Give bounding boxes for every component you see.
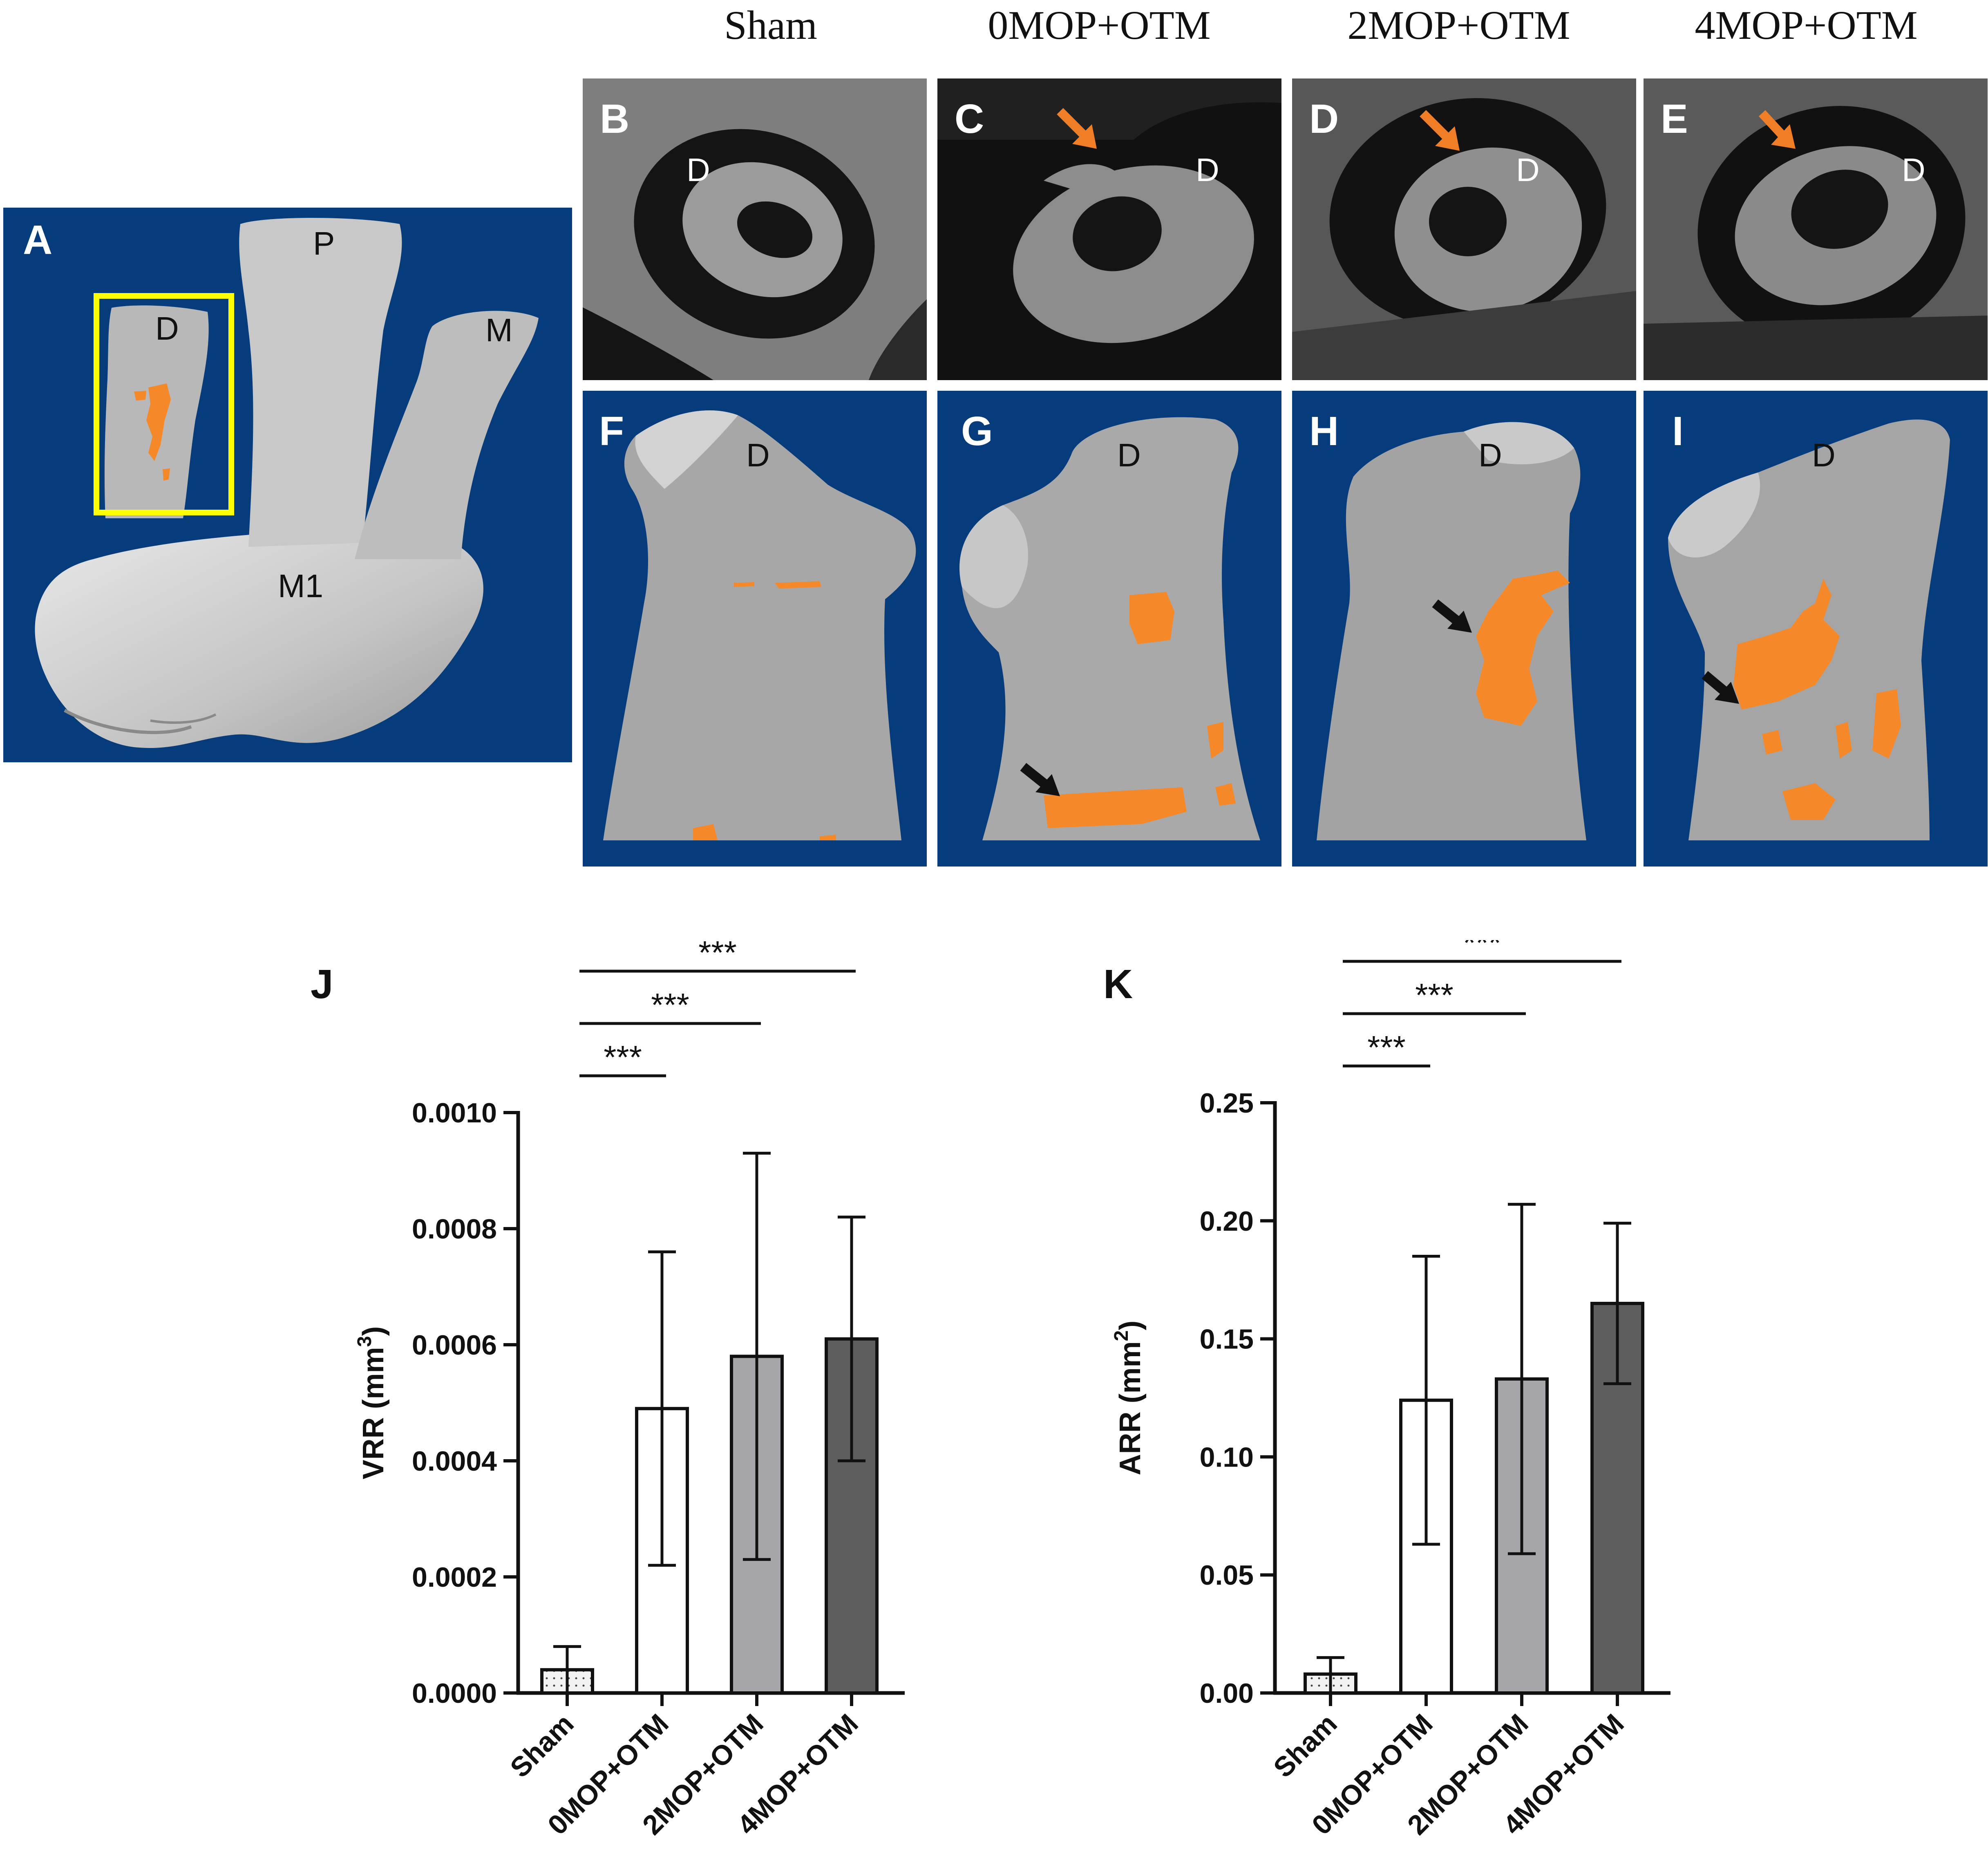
chart-j: J 0.0000 0.0002 0.0004 0.0006 0.0008 0.0010 VRR… (311, 940, 905, 1841)
column-header-sham: Sham (724, 2, 817, 48)
column-header-2mop: 2MOP+OTM (1347, 2, 1570, 48)
column-header-0mop: 0MOP+OTM (988, 2, 1211, 48)
bar-charts: J 0.0000 0.0002 0.0004 0.0006 0.0008 0.0010 VRR… (311, 940, 1670, 1841)
panel-i-render-4mop: I D (1644, 391, 1988, 867)
y-tick-label: 0.0004 (412, 1446, 497, 1477)
y-tick-label: 0.0000 (412, 1678, 497, 1709)
panel-letter: J (311, 961, 333, 1007)
panel-letter-f: F (599, 408, 624, 454)
y-tick-label: 0.0008 (412, 1214, 497, 1245)
x-tick-label: Sham (504, 1708, 580, 1784)
orange-arrow-icon (1420, 110, 1460, 151)
root-label: D (1196, 152, 1219, 188)
molar-3d-image (35, 218, 539, 748)
panel-letter-e: E (1661, 96, 1688, 142)
panel-letter-a: A (23, 217, 53, 263)
ct-section-image (1644, 78, 1988, 380)
root-label: D (1478, 437, 1502, 473)
label-palatal-root: P (313, 225, 335, 262)
significance-label: *** (1415, 977, 1453, 1013)
panel-c-ct-0mop: C D (937, 78, 1281, 380)
y-tick-label: 0.25 (1200, 1088, 1254, 1119)
root-render-image (1668, 419, 1950, 840)
label-first-molar: M1 (278, 568, 324, 604)
label-distal-root: D (155, 310, 179, 347)
panel-letter-c: C (955, 96, 984, 142)
y-axis-title: ARR (mm2) (1111, 1321, 1147, 1476)
y-tick-label: 0.0010 (412, 1097, 497, 1129)
significance-label: *** (651, 987, 689, 1023)
significance-label: *** (1367, 1029, 1405, 1066)
panel-letter-g: G (961, 408, 993, 454)
root-render-image (603, 410, 916, 840)
root-label: D (746, 437, 770, 473)
y-tick-label: 0.20 (1200, 1206, 1254, 1237)
panel-letter: K (1103, 961, 1133, 1007)
orange-arrow-icon (1758, 110, 1796, 149)
ct-section-image (937, 78, 1281, 380)
highlight-box (94, 293, 234, 515)
black-arrow-icon (1702, 671, 1739, 704)
panel-f-render-sham: F D (583, 391, 927, 867)
black-arrow-icon (1020, 763, 1060, 796)
root-label: D (687, 152, 710, 188)
root-render-image (1317, 422, 1586, 840)
panel-a-molar-render: A D P M M1 (3, 208, 572, 762)
y-tick-label: 0.00 (1200, 1678, 1254, 1709)
y-axis-title: VRR (mm3) (354, 1326, 390, 1480)
root-label: D (1516, 152, 1540, 188)
panel-letter-d: D (1309, 96, 1339, 142)
y-tick-label: 0.15 (1200, 1324, 1254, 1355)
panel-h-render-2mop: H D (1292, 391, 1636, 867)
significance-label: *** (604, 1039, 642, 1075)
ct-section-image (1292, 78, 1636, 380)
label-mesial-root: M (485, 312, 513, 348)
orange-arrow-icon (1057, 108, 1097, 149)
black-arrow-icon (1432, 599, 1472, 633)
y-tick-label: 0.0002 (412, 1562, 497, 1593)
panel-d-ct-2mop: D D (1292, 78, 1636, 380)
y-tick-label: 0.05 (1200, 1560, 1254, 1591)
panel-letter-b: B (600, 96, 630, 142)
x-tick-label: Sham (1268, 1708, 1343, 1784)
root-label: D (1812, 437, 1836, 473)
panel-e-ct-4mop: E D (1644, 78, 1988, 380)
y-tick-label: 0.0006 (412, 1330, 497, 1361)
significance-label: *** (1463, 940, 1501, 961)
ct-section-image (583, 78, 927, 380)
significance-label: *** (698, 940, 736, 971)
panel-b-ct-sham: B D (583, 78, 927, 380)
root-label: D (1117, 437, 1141, 473)
root-label: D (1902, 152, 1925, 188)
panel-letter-h: H (1309, 408, 1339, 454)
root-render-image (959, 417, 1260, 841)
panel-letter-i: I (1672, 408, 1684, 454)
panel-g-render-0mop: G D (937, 391, 1281, 867)
y-tick-label: 0.10 (1200, 1442, 1254, 1473)
column-header-4mop: 4MOP+OTM (1695, 2, 1918, 48)
